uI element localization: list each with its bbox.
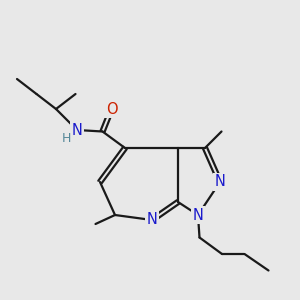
Text: N: N [72, 122, 83, 137]
Text: N: N [214, 175, 225, 190]
Text: N: N [147, 212, 158, 227]
Text: O: O [106, 101, 117, 116]
Text: H: H [62, 132, 71, 145]
Text: N: N [193, 208, 203, 223]
